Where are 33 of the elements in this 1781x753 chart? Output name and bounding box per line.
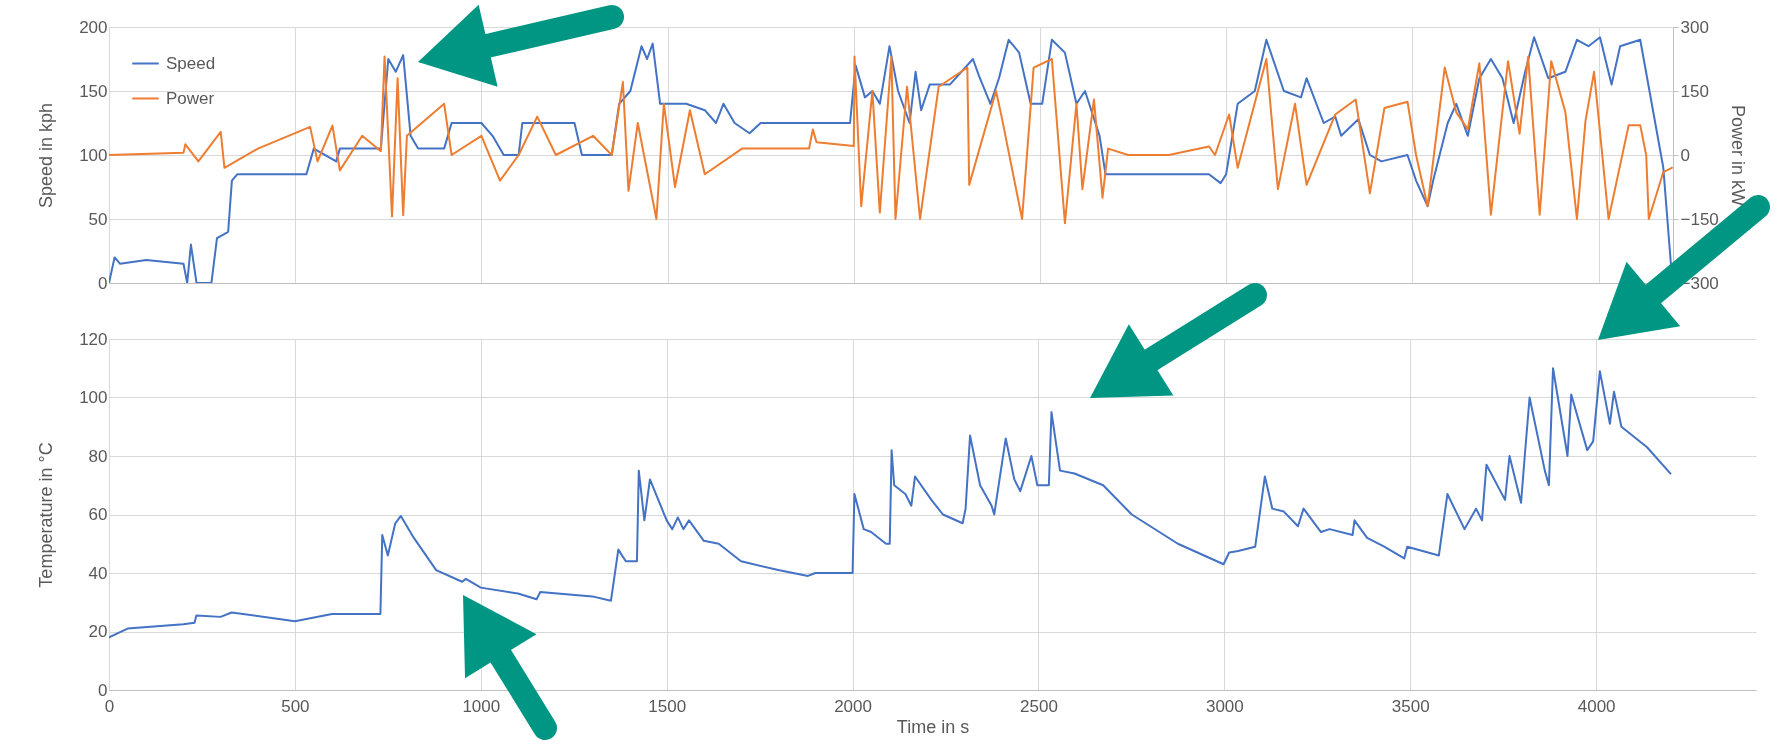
x-tick-label: 3000: [1205, 696, 1244, 716]
y-tick-label: 40: [88, 563, 108, 583]
legend-label: Speed: [166, 53, 216, 73]
y-tick-label: 100: [79, 145, 108, 165]
y-axis-title: Speed in kph: [35, 102, 56, 209]
x-tick-label: 4000: [1577, 696, 1616, 716]
x-tick-label: 2000: [834, 696, 872, 716]
line-series: [109, 55, 1673, 225]
y-tick-label: 0: [98, 680, 108, 700]
x-tick-label: 2500: [1020, 696, 1058, 716]
y2-tick-label: 0: [1680, 145, 1690, 165]
legend-label: Power: [166, 88, 215, 108]
x-tick-label: 1000: [462, 696, 501, 716]
x-axis-title: Time in s: [896, 716, 970, 737]
y2-tick-label: −150: [1680, 209, 1719, 229]
y-tick-label: 80: [88, 446, 108, 466]
y2-axis-title: Power in kW: [1727, 104, 1748, 207]
y-tick-label: 0: [98, 273, 108, 293]
y-tick-label: 200: [79, 17, 108, 37]
x-tick-label: 500: [281, 696, 310, 716]
y-tick-label: 120: [79, 329, 108, 349]
y-tick-label: 100: [79, 388, 108, 407]
y-tick-label: 20: [88, 622, 108, 641]
y-axis-title: Temperature in °C: [35, 442, 56, 588]
x-tick-label: 1500: [648, 696, 687, 716]
y2-tick-label: 150: [1680, 81, 1709, 101]
y2-tick-label: −300: [1680, 273, 1719, 293]
y-tick-label: 150: [79, 81, 108, 101]
line-series: [109, 367, 1672, 639]
x-tick-label: 3500: [1391, 696, 1430, 716]
y-tick-label: 60: [88, 505, 108, 524]
y2-tick-label: 300: [1680, 17, 1709, 37]
y-tick-label: 50: [88, 209, 108, 229]
